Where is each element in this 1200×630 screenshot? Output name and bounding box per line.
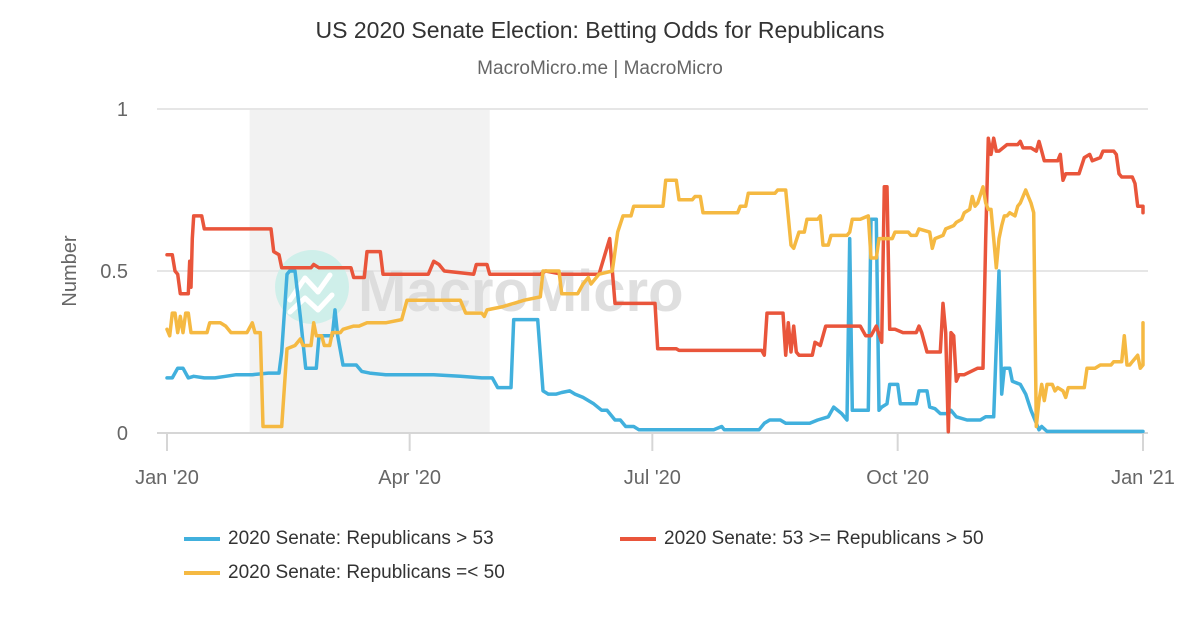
- x-tick-label: Apr '20: [378, 467, 441, 489]
- chart-subtitle: MacroMicro.me | MacroMicro: [477, 58, 723, 79]
- x-tick-label: Oct '20: [866, 467, 929, 489]
- watermark-text: MacroMicro: [358, 259, 684, 324]
- legend-label: 2020 Senate: Republicans =< 50: [228, 562, 505, 583]
- legend-item-1[interactable]: 2020 Senate: Republicans > 53: [184, 528, 494, 550]
- legend-label: 2020 Senate: Republicans > 53: [228, 528, 494, 549]
- series-line-3: [165, 178, 1145, 429]
- series-line-1: [165, 217, 1145, 434]
- x-tick-label: Jan '20: [135, 467, 199, 489]
- legend-item-3[interactable]: 2020 Senate: Republicans =< 50: [184, 562, 505, 584]
- legend-item-2[interactable]: 2020 Senate: 53 >= Republicans > 50: [620, 528, 984, 550]
- y-tick-label: 1: [117, 99, 128, 121]
- chart-title: US 2020 Senate Election: Betting Odds fo…: [315, 17, 885, 43]
- y-tick-label: 0.5: [100, 261, 128, 283]
- legend-swatch-blue: [184, 537, 220, 541]
- series-line-2: [165, 136, 1145, 434]
- legend-swatch-red: [620, 537, 656, 541]
- legend-label: 2020 Senate: 53 >= Republicans > 50: [664, 528, 984, 549]
- x-tick-label: Jul '20: [624, 467, 681, 489]
- x-tick-label: Jan '21: [1111, 467, 1175, 489]
- legend-swatch-yellow: [184, 571, 220, 575]
- y-tick-label: 0: [117, 423, 128, 445]
- y-axis-label: Number: [59, 235, 81, 306]
